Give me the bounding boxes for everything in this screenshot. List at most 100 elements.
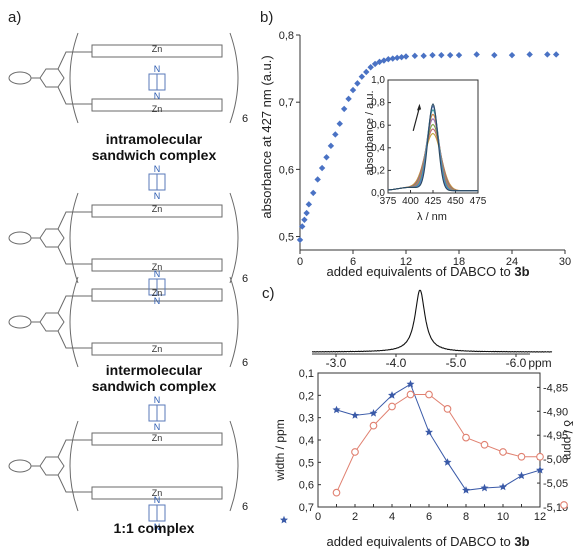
shift-data-point	[369, 421, 378, 430]
bracket-left	[69, 192, 79, 284]
linker-bottom	[57, 246, 92, 265]
dabco-nitrogen-top: N	[154, 495, 161, 505]
width-data-point	[351, 411, 359, 419]
dabco: NN	[148, 269, 166, 306]
titration-data-point	[393, 54, 401, 62]
caption-intermolecular-line2: sandwich complex	[92, 378, 217, 394]
width-shift-x-tick-label: 8	[463, 511, 469, 523]
titration-data-point	[296, 236, 304, 244]
width-series-line	[336, 383, 541, 491]
inset-y-tick-label: 1,0	[371, 75, 385, 86]
linker-top	[57, 295, 92, 314]
width-shift-x-tick-label: 12	[534, 511, 546, 523]
width-data-point	[536, 465, 544, 474]
shift-data-point	[406, 390, 415, 399]
titration-data-point	[345, 95, 352, 103]
dabco-cage	[148, 278, 166, 296]
porphyrin-bottom	[91, 486, 223, 500]
width-data-point	[332, 405, 341, 414]
titration-y-label: absorbance at 427 nm (a.u.)	[259, 55, 274, 218]
inset-spectra-chart: 375 400 425 450 475 0,0 0,2 0,4 0,6 0,8 1,0	[371, 75, 487, 207]
titration-data-point	[552, 51, 560, 58]
titration-data-point	[385, 55, 392, 63]
porphyrin-top	[91, 432, 223, 446]
benzene-ring	[39, 228, 65, 248]
width-data-point	[443, 458, 452, 466]
titration-data-point	[305, 201, 313, 208]
porphyrin-bottom	[91, 342, 223, 356]
phenyl-ring-left	[8, 231, 32, 245]
width-y-tick-label: 0,2	[299, 390, 314, 402]
shift-y-tick-label: -5,05	[543, 478, 568, 490]
panel-c-letter: c)	[262, 285, 275, 302]
titration-y-tick-label: 0,5	[279, 232, 294, 244]
width-shift-x-tick-label: 10	[497, 511, 509, 523]
bracket-right	[229, 420, 239, 512]
dabco: NN	[148, 64, 166, 101]
titration-x-tick-label: 6	[350, 256, 356, 268]
width-data-point	[517, 471, 526, 480]
shift-data-point	[425, 390, 433, 399]
zinc-label: Zn	[152, 488, 163, 498]
width-data-point	[280, 515, 288, 524]
shift-data-point	[499, 448, 507, 456]
zinc-label: Zn	[152, 204, 163, 214]
linker-bottom	[57, 474, 92, 493]
width-shift-chart: 0 2 4 6 8 10 12 0,1 0,2 0,3 0,4 0,5 0,6 0,7 -4,85 -4,90…	[280, 368, 568, 524]
linker-top	[57, 211, 92, 230]
titration-data-point	[398, 53, 405, 61]
shift-y-tick-label: -4,90	[543, 406, 568, 418]
shift-y-tick-label: -5,00	[543, 454, 568, 466]
caption-1to1-complex: 1:1 complex	[114, 520, 195, 536]
dabco: NN	[148, 164, 166, 201]
inset-x-label: λ / nm	[417, 211, 447, 223]
titration-x-label: added equivalents of DABCO to 3b	[326, 264, 529, 279]
bracket-right	[229, 276, 239, 368]
width-shift-x-tick-label: 6	[426, 511, 432, 523]
titration-data-point	[402, 53, 410, 60]
porphyrin-top	[91, 204, 223, 218]
titration-data-point	[371, 60, 379, 68]
porphyrin-bottom	[91, 98, 223, 112]
inset-frame	[387, 79, 479, 194]
linker-top	[57, 439, 92, 458]
zinc-label: Zn	[152, 288, 163, 298]
titration-data-point	[526, 51, 533, 58]
titration-data-point	[354, 80, 361, 87]
inset-x-tick-label: 400	[402, 196, 419, 207]
width-y-tick-label: 0,1	[299, 368, 314, 380]
titration-data-point	[544, 51, 551, 58]
titration-chart: 0 6 12 18 24 30 0,5 0,6 0,7 0,8	[279, 30, 571, 268]
titration-data-point	[363, 68, 370, 76]
nmr-x-tick-label: -4.0	[386, 356, 407, 370]
dabco: NN	[148, 395, 166, 432]
subscript-six: 6	[242, 357, 248, 369]
width-data-point	[425, 428, 433, 436]
dabco-nitrogen-top: N	[154, 64, 161, 74]
titration-data-point	[310, 189, 317, 197]
inset-x-tick-label: 375	[380, 196, 397, 207]
dabco-nitrogen-bottom: N	[154, 191, 161, 201]
titration-data-point	[332, 131, 339, 138]
shift-data-point	[443, 405, 452, 413]
titration-data-point	[303, 209, 310, 217]
titration-data-point	[438, 51, 445, 59]
nmr-peak-line	[311, 289, 553, 353]
width-y-label: width / ppm	[273, 419, 287, 481]
caption-intramolecular-line1: intramolecular	[106, 131, 203, 147]
phenyl-ring-left	[8, 459, 32, 473]
linker-bottom	[57, 86, 92, 105]
subscript-six: 6	[242, 273, 248, 285]
porphyrin-top	[91, 44, 223, 58]
dabco-nitrogen-top: N	[154, 269, 161, 279]
nmr-peak-chart: -3.0 -4.0 -5.0 -6.0	[311, 289, 553, 370]
titration-data-point	[420, 52, 427, 60]
inset-y-tick-label: 0,6	[371, 120, 385, 131]
dabco-nitrogen-bottom: N	[154, 91, 161, 101]
zinc-label: Zn	[152, 344, 163, 354]
dabco-cage	[148, 504, 166, 522]
linker-bottom	[57, 330, 92, 349]
width-data-point	[499, 482, 507, 491]
titration-data-point	[314, 176, 321, 183]
